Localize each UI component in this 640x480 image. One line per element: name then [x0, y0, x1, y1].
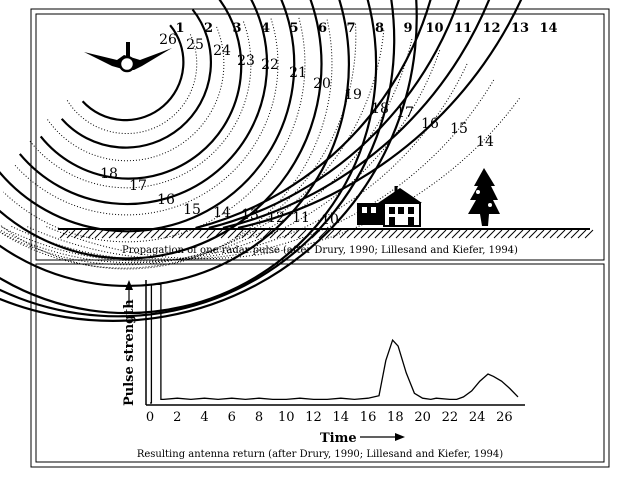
x-axis-title: Time	[320, 431, 405, 446]
return-labels: 26 25 24 23 22 21 20 19 18 17 16 15 14	[159, 32, 494, 150]
wavefront-arc	[81, 24, 185, 122]
ground-number: 12	[267, 210, 285, 226]
x-tick-label: 4	[200, 410, 208, 425]
ground-number: 11	[292, 210, 310, 226]
propagation-panel-border	[35, 13, 605, 261]
x-tick-label: 20	[414, 410, 431, 425]
return-arc	[46, 26, 225, 162]
wavefront-number: 4	[261, 21, 270, 36]
return-number: 17	[396, 105, 414, 121]
return-number: 16	[421, 116, 439, 132]
x-tick-labels: 0 2 4 6 8 10 12 14 16 18 20 22 24 26	[146, 410, 513, 425]
return-number: 15	[450, 121, 468, 137]
wavefront-arc	[0, 0, 418, 322]
ground-number: 10	[321, 212, 339, 228]
ground-number: 16	[157, 192, 175, 208]
x-tick-label: 22	[442, 410, 459, 425]
ground-number: 14	[213, 205, 231, 221]
x-tick-label: 14	[333, 410, 350, 425]
x-tick-label: 6	[228, 410, 236, 425]
x-tick-label: 0	[146, 410, 154, 425]
wavefront-number: 12	[482, 21, 500, 36]
ground-number: 15	[183, 202, 201, 218]
wavefront-arc	[222, 0, 491, 230]
return-number: 23	[237, 53, 255, 69]
wavefront-arc	[0, 0, 378, 315]
return-arc	[3, 17, 306, 243]
y-axis-label: Pulse strength	[122, 299, 137, 406]
wavefront-number: 10	[425, 21, 443, 36]
return-number: 22	[261, 57, 279, 73]
return-number: 21	[289, 65, 307, 81]
antenna-return-panel: Pulse strength Time 0 2 4 6 8 10 12 14 16 18 20 22 2…	[35, 263, 605, 463]
return-number: 20	[313, 76, 331, 92]
wavefront-number: 13	[511, 21, 529, 36]
ground-number: 17	[129, 178, 147, 194]
propagation-caption: Propagation of one radar pulse (after Dr…	[122, 245, 518, 256]
wavefront-number: 5	[289, 21, 298, 36]
wavefront-arc	[39, 0, 243, 180]
return-arc	[0, 30, 385, 266]
wavefront-number: 7	[346, 21, 355, 36]
wavefront-labels: 1 2 3 4 5 6 7 8 9 10 11 12 13 14	[175, 21, 557, 36]
wavefront-number: 14	[539, 21, 557, 36]
wavefront-arc	[195, 0, 432, 230]
outer-frame	[30, 8, 610, 468]
x-axis-label: Time	[320, 431, 357, 446]
x-tick-label: 8	[255, 410, 263, 425]
wavefront-arcs	[0, 0, 523, 322]
antenna-return-panel-border	[35, 263, 605, 463]
return-arc	[14, 18, 279, 216]
wavefront-arc	[237, 0, 523, 230]
wavefront-arc	[0, 0, 396, 318]
return-signal	[150, 283, 519, 404]
return-number: 14	[476, 134, 494, 150]
return-wave-arcs	[0, 17, 520, 270]
x-tick-label: 12	[305, 410, 322, 425]
return-arc	[65, 34, 198, 134]
wavefront-arc	[0, 0, 296, 233]
ground-number: 13	[241, 207, 259, 223]
aircraft-icon	[84, 42, 172, 73]
return-number: 26	[159, 32, 177, 48]
return-number: 19	[344, 87, 362, 103]
signal-line	[150, 283, 519, 404]
wavefront-arc	[0, 0, 350, 288]
wavefront-number: 11	[454, 21, 472, 36]
wavefront-arc	[208, 0, 460, 230]
x-tick-label: 26	[496, 410, 513, 425]
wavefront-number: 9	[403, 21, 412, 36]
wavefront-number: 1	[175, 21, 184, 36]
wavefront-number: 6	[318, 21, 327, 36]
ground-number: 18	[100, 166, 118, 182]
wavefront-arc	[60, 8, 212, 149]
tree-icon	[468, 168, 500, 226]
house-icon	[357, 186, 422, 227]
x-tick-label: 10	[278, 410, 295, 425]
return-number: 18	[371, 101, 389, 117]
wavefront-number: 3	[232, 21, 241, 36]
ground-labels: 18 17 16 15 14 13 12 11 10	[100, 166, 339, 228]
x-tick-label: 2	[173, 410, 181, 425]
return-arc	[28, 21, 252, 189]
wavefront-number: 8	[375, 21, 384, 36]
y-axis-title: Pulse strength	[122, 280, 137, 406]
x-tick-label: 24	[469, 410, 486, 425]
return-number: 25	[186, 37, 204, 53]
antenna-return-caption: Resulting antenna return (after Drury, 1…	[137, 449, 503, 460]
wavefront-arc	[18, 0, 269, 206]
x-tick-label: 16	[360, 410, 377, 425]
return-number: 24	[213, 43, 231, 59]
wavefront-number: 2	[204, 21, 213, 36]
x-tick-label: 18	[387, 410, 404, 425]
return-arc	[0, 19, 333, 270]
